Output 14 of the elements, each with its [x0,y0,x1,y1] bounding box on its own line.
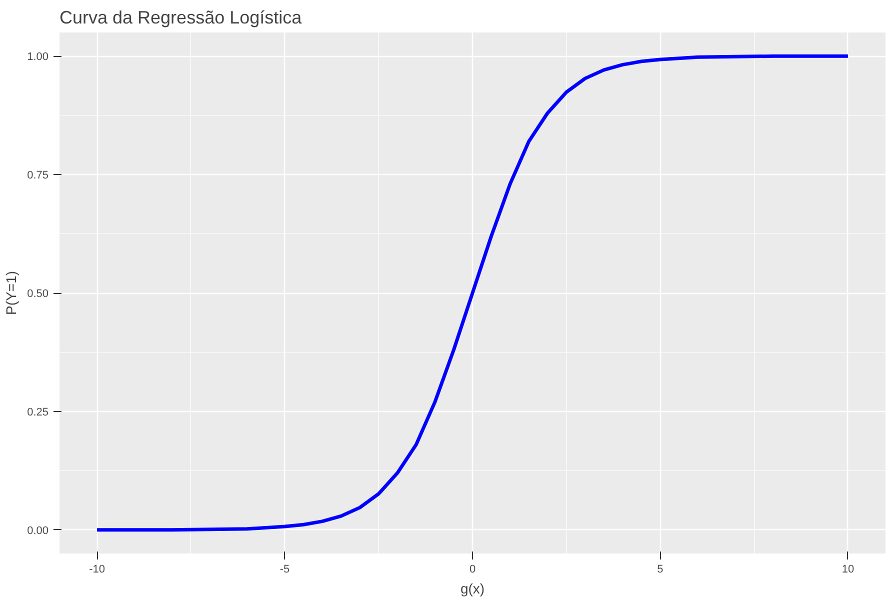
x-tick-label: 10 [842,564,854,576]
x-tick-label: 5 [657,564,664,576]
x-axis-title: g(x) [460,580,485,596]
y-tick-label: 0.00 [27,524,49,537]
x-tick-label: 0 [469,564,476,576]
y-tick-label: 0.50 [27,288,49,300]
y-tick-label: 0.25 [27,406,49,418]
y-axis-title: P(Y=1) [3,271,20,315]
x-tick-label: -10 [89,564,105,576]
chart-title: Curva da Regressão Logística [60,8,303,28]
y-tick-label: 1.00 [27,51,49,64]
x-tick-label: -5 [280,564,290,576]
line-series [95,54,850,532]
y-tick-label: 0.75 [27,170,49,182]
